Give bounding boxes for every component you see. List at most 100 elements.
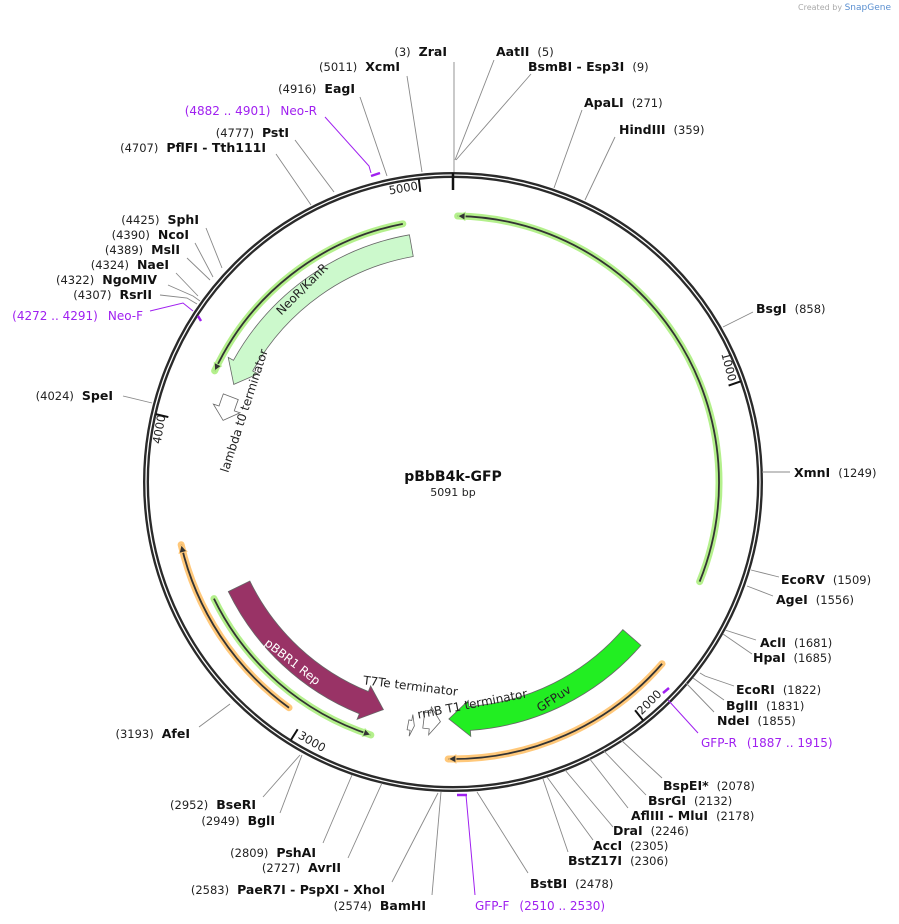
enzyme-position: (2478): [575, 877, 613, 891]
enzyme-site[interactable]: (2574) BamHI: [334, 791, 442, 913]
enzyme-site[interactable]: AclI (1681): [724, 629, 832, 650]
enzyme-site[interactable]: AatII (5): [454, 44, 554, 161]
enzyme-site[interactable]: (4777) PstI: [216, 125, 335, 193]
enzyme-site[interactable]: HpaI (1685): [722, 633, 832, 665]
leader-line: [359, 96, 388, 177]
enzyme-site[interactable]: NdeI (1855): [685, 682, 796, 728]
enzyme-site[interactable]: (4324) NaeI: [91, 257, 199, 297]
enzyme-position: (271): [632, 96, 663, 110]
leader-line: [454, 59, 495, 161]
enzyme-site[interactable]: (4707) PflFI - Tth111I: [120, 140, 312, 206]
svg-text:(3)ZraI: (3) ZraI: [394, 44, 447, 59]
leader-line: [324, 116, 372, 174]
neor-kanr-arrow[interactable]: [227, 234, 414, 385]
leader-line: [602, 749, 647, 796]
tick-label: 4000: [150, 414, 169, 445]
enzyme-name: SpeI: [82, 388, 113, 403]
lambda-t0-terminator-arrow[interactable]: [212, 393, 242, 421]
tick-label: 1000: [718, 351, 739, 383]
feature-line-left[interactable]: [210, 595, 375, 739]
enzyme-site[interactable]: (2949) BglI: [201, 754, 303, 828]
leader-line: [722, 311, 754, 328]
enzyme-site[interactable]: XmnI (1249): [762, 465, 876, 480]
enzyme-name: BglII: [726, 698, 758, 713]
primer-neo-f[interactable]: (4272 .. 4291) Neo-F: [12, 302, 203, 323]
feature-label: T7Te terminator: [361, 673, 458, 699]
primer-range: (1887 .. 1915): [747, 736, 833, 750]
enzyme-name: XmnI: [794, 465, 830, 480]
enzyme-position: (4390): [112, 228, 150, 242]
enzyme-site[interactable]: (5011) XcmI: [319, 59, 423, 173]
svg-text:(2727)AvrII: (2727) AvrII: [262, 860, 341, 875]
enzyme-site[interactable]: BspEI* (2078): [620, 739, 755, 793]
enzyme-name: AgeI: [776, 592, 808, 607]
enzyme-site[interactable]: ApaLI (271): [553, 95, 663, 189]
primer-gfp-f[interactable]: GFP-F (2510 .. 2530): [457, 793, 605, 913]
svg-text:(4390)NcoI: (4390) NcoI: [112, 227, 189, 242]
enzyme-name: XcmI: [365, 59, 400, 74]
feature-line-top-right[interactable]: [454, 211, 723, 586]
svg-text:XmnI(1249): XmnI (1249): [794, 465, 876, 480]
tick-mark: [728, 380, 742, 387]
enzyme-site[interactable]: (2583) PaeR7I - PspXI - XhoI: [191, 792, 439, 897]
enzyme-site[interactable]: (4307) RsrII: [73, 287, 198, 305]
enzyme-site[interactable]: BstBI (2478): [476, 791, 613, 891]
leader-line: [262, 754, 301, 798]
enzyme-site[interactable]: BsrGI (2132): [602, 749, 732, 808]
ori-line-right[interactable]: [444, 660, 666, 764]
enzyme-site[interactable]: (4425) SphI: [121, 212, 223, 269]
feature-line-top-left[interactable]: [211, 220, 407, 375]
svg-text:AclI(1681): AclI (1681): [760, 635, 832, 650]
enzyme-position: (2949): [201, 814, 239, 828]
enzyme-site[interactable]: (4390) NcoI: [112, 227, 214, 278]
enzyme-site[interactable]: AflIII - MluI (2178): [588, 757, 754, 823]
enzyme-name: EagI: [324, 81, 355, 96]
svg-text:(4272 .. 4291)Neo-F: (4272 .. 4291) Neo-F: [12, 309, 143, 323]
enzyme-position: (2727): [262, 861, 300, 875]
enzyme-position: (2809): [230, 846, 268, 860]
pbbr1-rep-arrow[interactable]: [227, 580, 384, 721]
enzyme-site[interactable]: EcoRI (1822): [699, 672, 821, 697]
enzyme-site[interactable]: (4916) EagI: [278, 81, 388, 177]
enzyme-site[interactable]: (3) ZraI: [394, 44, 455, 172]
enzyme-site[interactable]: (2952) BseRI: [170, 754, 301, 812]
leader-line: [722, 633, 753, 655]
enzyme-site[interactable]: (3193) AfeI: [116, 703, 231, 741]
enzyme-site[interactable]: BsgI (858): [722, 301, 826, 328]
leader-line: [724, 629, 757, 641]
leader-line: [457, 794, 476, 896]
svg-text:(5011)XcmI: (5011) XcmI: [319, 59, 400, 74]
enzyme-position: (2132): [694, 794, 732, 808]
primer-neo-r[interactable]: (4882 .. 4901) Neo-R: [185, 104, 381, 178]
enzyme-site[interactable]: AgeI (1556): [746, 585, 854, 607]
svg-text:AatII(5): AatII (5): [496, 44, 554, 59]
enzyme-site[interactable]: EcoRV (1509): [750, 569, 871, 587]
rrnb-t1-terminator-arrow[interactable]: [422, 705, 441, 737]
gfpuv-arrow[interactable]: [448, 629, 642, 738]
ori-line-left[interactable]: [177, 541, 293, 712]
svg-text:BsmBI - Esp3I(9): BsmBI - Esp3I (9): [528, 59, 649, 74]
enzyme-site[interactable]: AccI (2305): [546, 776, 668, 853]
enzyme-position: (1822): [783, 683, 821, 697]
enzyme-name: BseRI: [216, 797, 256, 812]
enzyme-site[interactable]: DraI (2246): [564, 769, 689, 838]
enzyme-site[interactable]: (4024) SpeI: [36, 388, 153, 404]
enzyme-site[interactable]: BglII (1831): [692, 677, 804, 713]
enzyme-position: (1685): [794, 651, 832, 665]
enzyme-site[interactable]: BsmBI - Esp3I (9): [455, 59, 649, 161]
t7te-terminator-arrow[interactable]: [406, 714, 415, 737]
enzyme-site[interactable]: (4322) NgoMIV: [56, 272, 201, 302]
enzyme-site[interactable]: (2809) PshAI: [230, 774, 353, 860]
enzyme-site[interactable]: HindIII (359): [584, 122, 704, 201]
plasmid-length: 5091 bp: [430, 486, 475, 499]
leader-line: [546, 776, 594, 841]
enzyme-site[interactable]: BstZ17I (2306): [542, 778, 668, 868]
primer-gfp-r[interactable]: GFP-R (1887 .. 1915): [662, 687, 833, 750]
enzyme-position: (4707): [120, 141, 158, 155]
leader-line: [279, 754, 303, 814]
enzyme-position: (3): [394, 45, 410, 59]
enzyme-site[interactable]: (4389) MslI: [105, 242, 211, 281]
leader-line: [431, 791, 442, 896]
enzyme-site[interactable]: (2727) AvrII: [262, 782, 383, 875]
enzyme-name: NcoI: [158, 227, 189, 242]
